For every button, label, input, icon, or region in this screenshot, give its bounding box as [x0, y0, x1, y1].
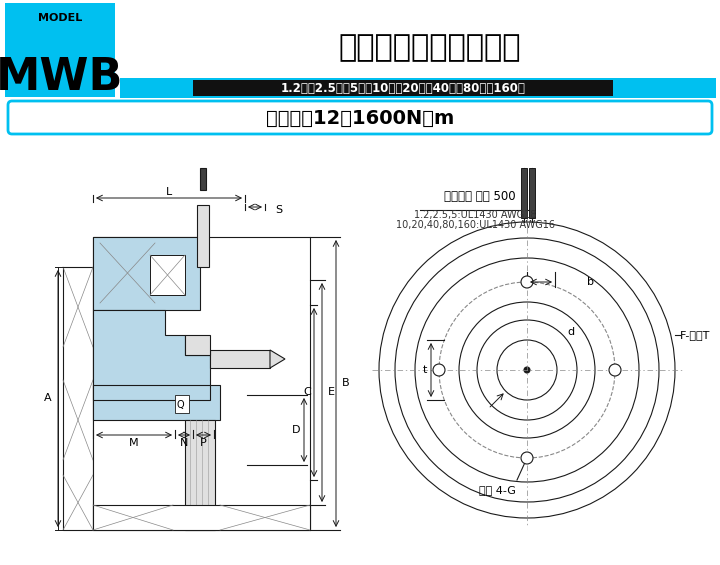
Bar: [185, 420, 215, 530]
Bar: [197, 205, 209, 267]
Text: A: A: [45, 393, 52, 403]
Circle shape: [609, 364, 621, 376]
Bar: [175, 395, 189, 413]
FancyBboxPatch shape: [193, 80, 613, 96]
Circle shape: [433, 364, 445, 376]
Bar: [93, 237, 310, 530]
Bar: [200, 168, 206, 190]
Text: S: S: [275, 205, 282, 215]
Text: C: C: [303, 387, 311, 397]
Text: F-深さT: F-深さT: [680, 330, 710, 340]
Bar: [210, 350, 270, 368]
Text: t: t: [423, 365, 427, 375]
Text: E: E: [328, 387, 335, 397]
Circle shape: [521, 276, 533, 288]
Text: 1.2形、2.5形、5形、10形、20形、40形、80形、160形: 1.2形、2.5形、5形、10形、20形、40形、80形、160形: [281, 81, 526, 94]
Polygon shape: [93, 310, 220, 420]
Text: MODEL: MODEL: [38, 13, 82, 23]
Text: 10,20,40,80,160:UL1430 AWG16: 10,20,40,80,160:UL1430 AWG16: [395, 220, 554, 230]
Text: Q: Q: [176, 400, 184, 410]
Text: B: B: [342, 378, 350, 388]
Bar: [93, 385, 210, 400]
Bar: [529, 168, 535, 218]
FancyBboxPatch shape: [5, 3, 115, 97]
Text: b: b: [587, 277, 594, 287]
Polygon shape: [93, 237, 200, 310]
Text: d: d: [567, 327, 574, 337]
Text: 湿式多板電磁ブレーキ: 湿式多板電磁ブレーキ: [338, 33, 521, 63]
Text: M: M: [129, 438, 139, 448]
Bar: [185, 335, 210, 355]
FancyBboxPatch shape: [120, 78, 716, 98]
Text: D: D: [292, 425, 300, 435]
Bar: [150, 255, 185, 295]
Text: L: L: [166, 187, 172, 197]
Circle shape: [521, 452, 533, 464]
Text: MWB: MWB: [0, 56, 124, 99]
Circle shape: [524, 367, 530, 373]
Bar: [63, 267, 93, 530]
Bar: [521, 168, 527, 218]
Text: P: P: [199, 438, 207, 448]
Text: トルク：12～1600Nシm: トルク：12～1600Nシm: [266, 108, 454, 128]
Polygon shape: [270, 350, 285, 368]
Text: 油穴 4-G: 油穴 4-G: [479, 485, 516, 495]
Text: 1.2,2.5,5:UL1430 AWG18: 1.2,2.5,5:UL1430 AWG18: [414, 210, 536, 220]
Bar: [93, 505, 310, 530]
Text: リード線 長さ 500: リード線 長さ 500: [444, 190, 516, 203]
Text: N: N: [180, 438, 188, 448]
FancyBboxPatch shape: [8, 101, 712, 134]
